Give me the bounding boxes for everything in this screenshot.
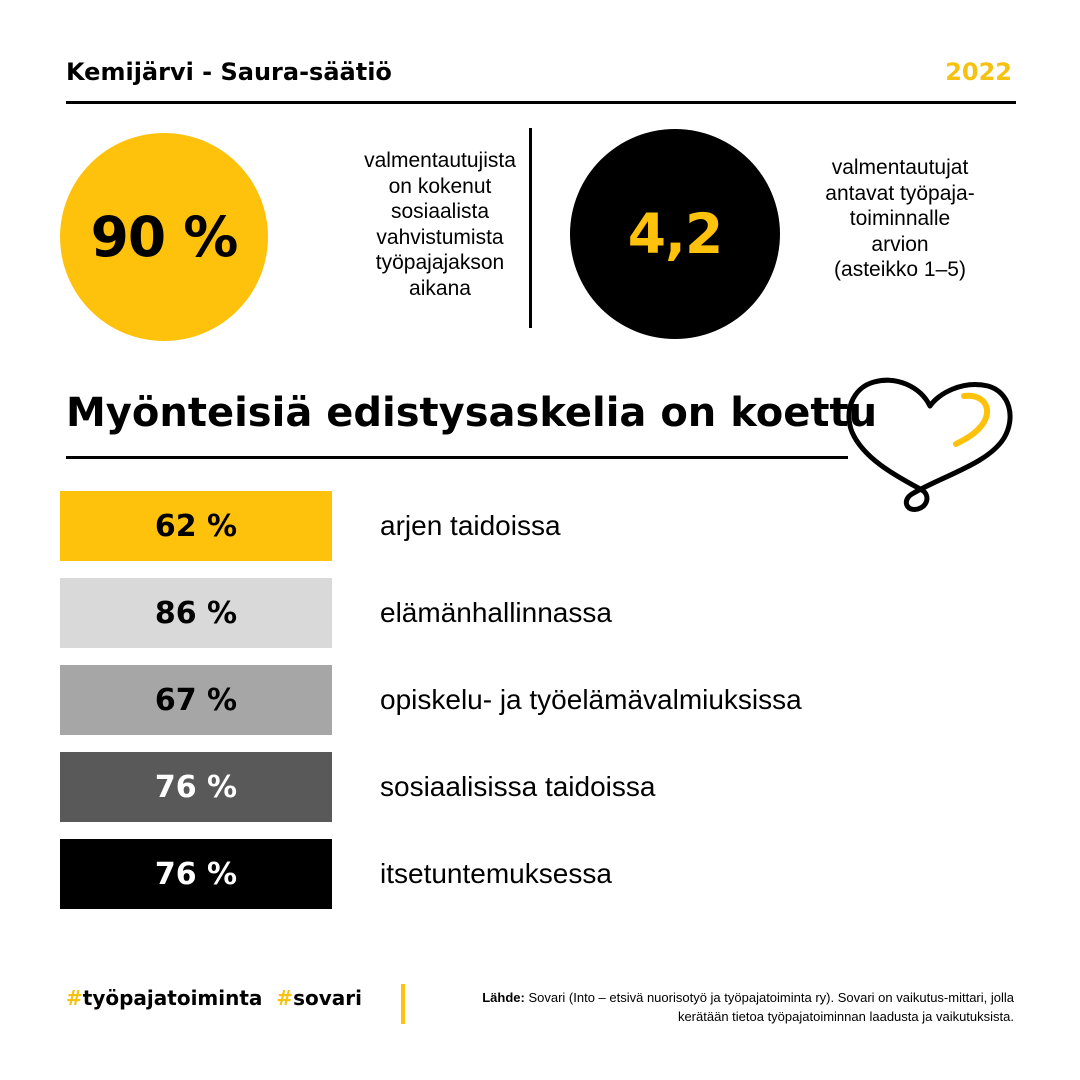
source-note: Lähde: Sovari (Into – etsivä nuorisotyö … [430,988,1014,1026]
stat-value: 4,2 [627,202,723,266]
source-label: Lähde: [482,990,525,1005]
bar-value: 62 % [60,491,332,561]
header-divider [66,101,1016,104]
heart-icon [846,377,1013,512]
header-year: 2022 [945,58,1012,86]
bar-value: 76 % [60,752,332,822]
hashtag-tyopajatoiminta: työpajatoiminta [82,986,263,1010]
hashtag-sovari: sovari [293,986,363,1010]
bar-label: itsetuntemuksessa [380,858,612,889]
bar-label: elämänhallinnassa [380,597,612,628]
footer-divider [401,984,405,1024]
section-divider [66,456,848,459]
bar-label: arjen taidoissa [380,510,561,541]
stat-divider [529,128,532,328]
section-title: Myönteisiä edistysaskelia on koettu [66,390,878,436]
bar-label: opiskelu- ja työelämävalmiuksissa [380,684,802,715]
stat-circle-percentage: 90 % [60,133,268,341]
stat-description: valmentautujista on kokenut sosiaalista … [364,149,516,300]
stat-description: valmentautujat antavat työpaja- toiminna… [825,156,975,282]
bar-value: 67 % [60,665,332,735]
header-title: Kemijärvi - Saura-säätiö [66,58,392,86]
source-text: Sovari (Into – etsivä nuorisotyö ja työp… [528,990,1014,1024]
bar-value: 76 % [60,839,332,909]
stat-circle-rating: 4,2 [570,129,780,339]
stat-value: 90 % [90,205,239,269]
bar-label: sosiaalisissa taidoissa [380,771,656,802]
bar-value: 86 % [60,578,332,648]
hashtags: #työpajatoiminta #sovari [66,986,363,1010]
